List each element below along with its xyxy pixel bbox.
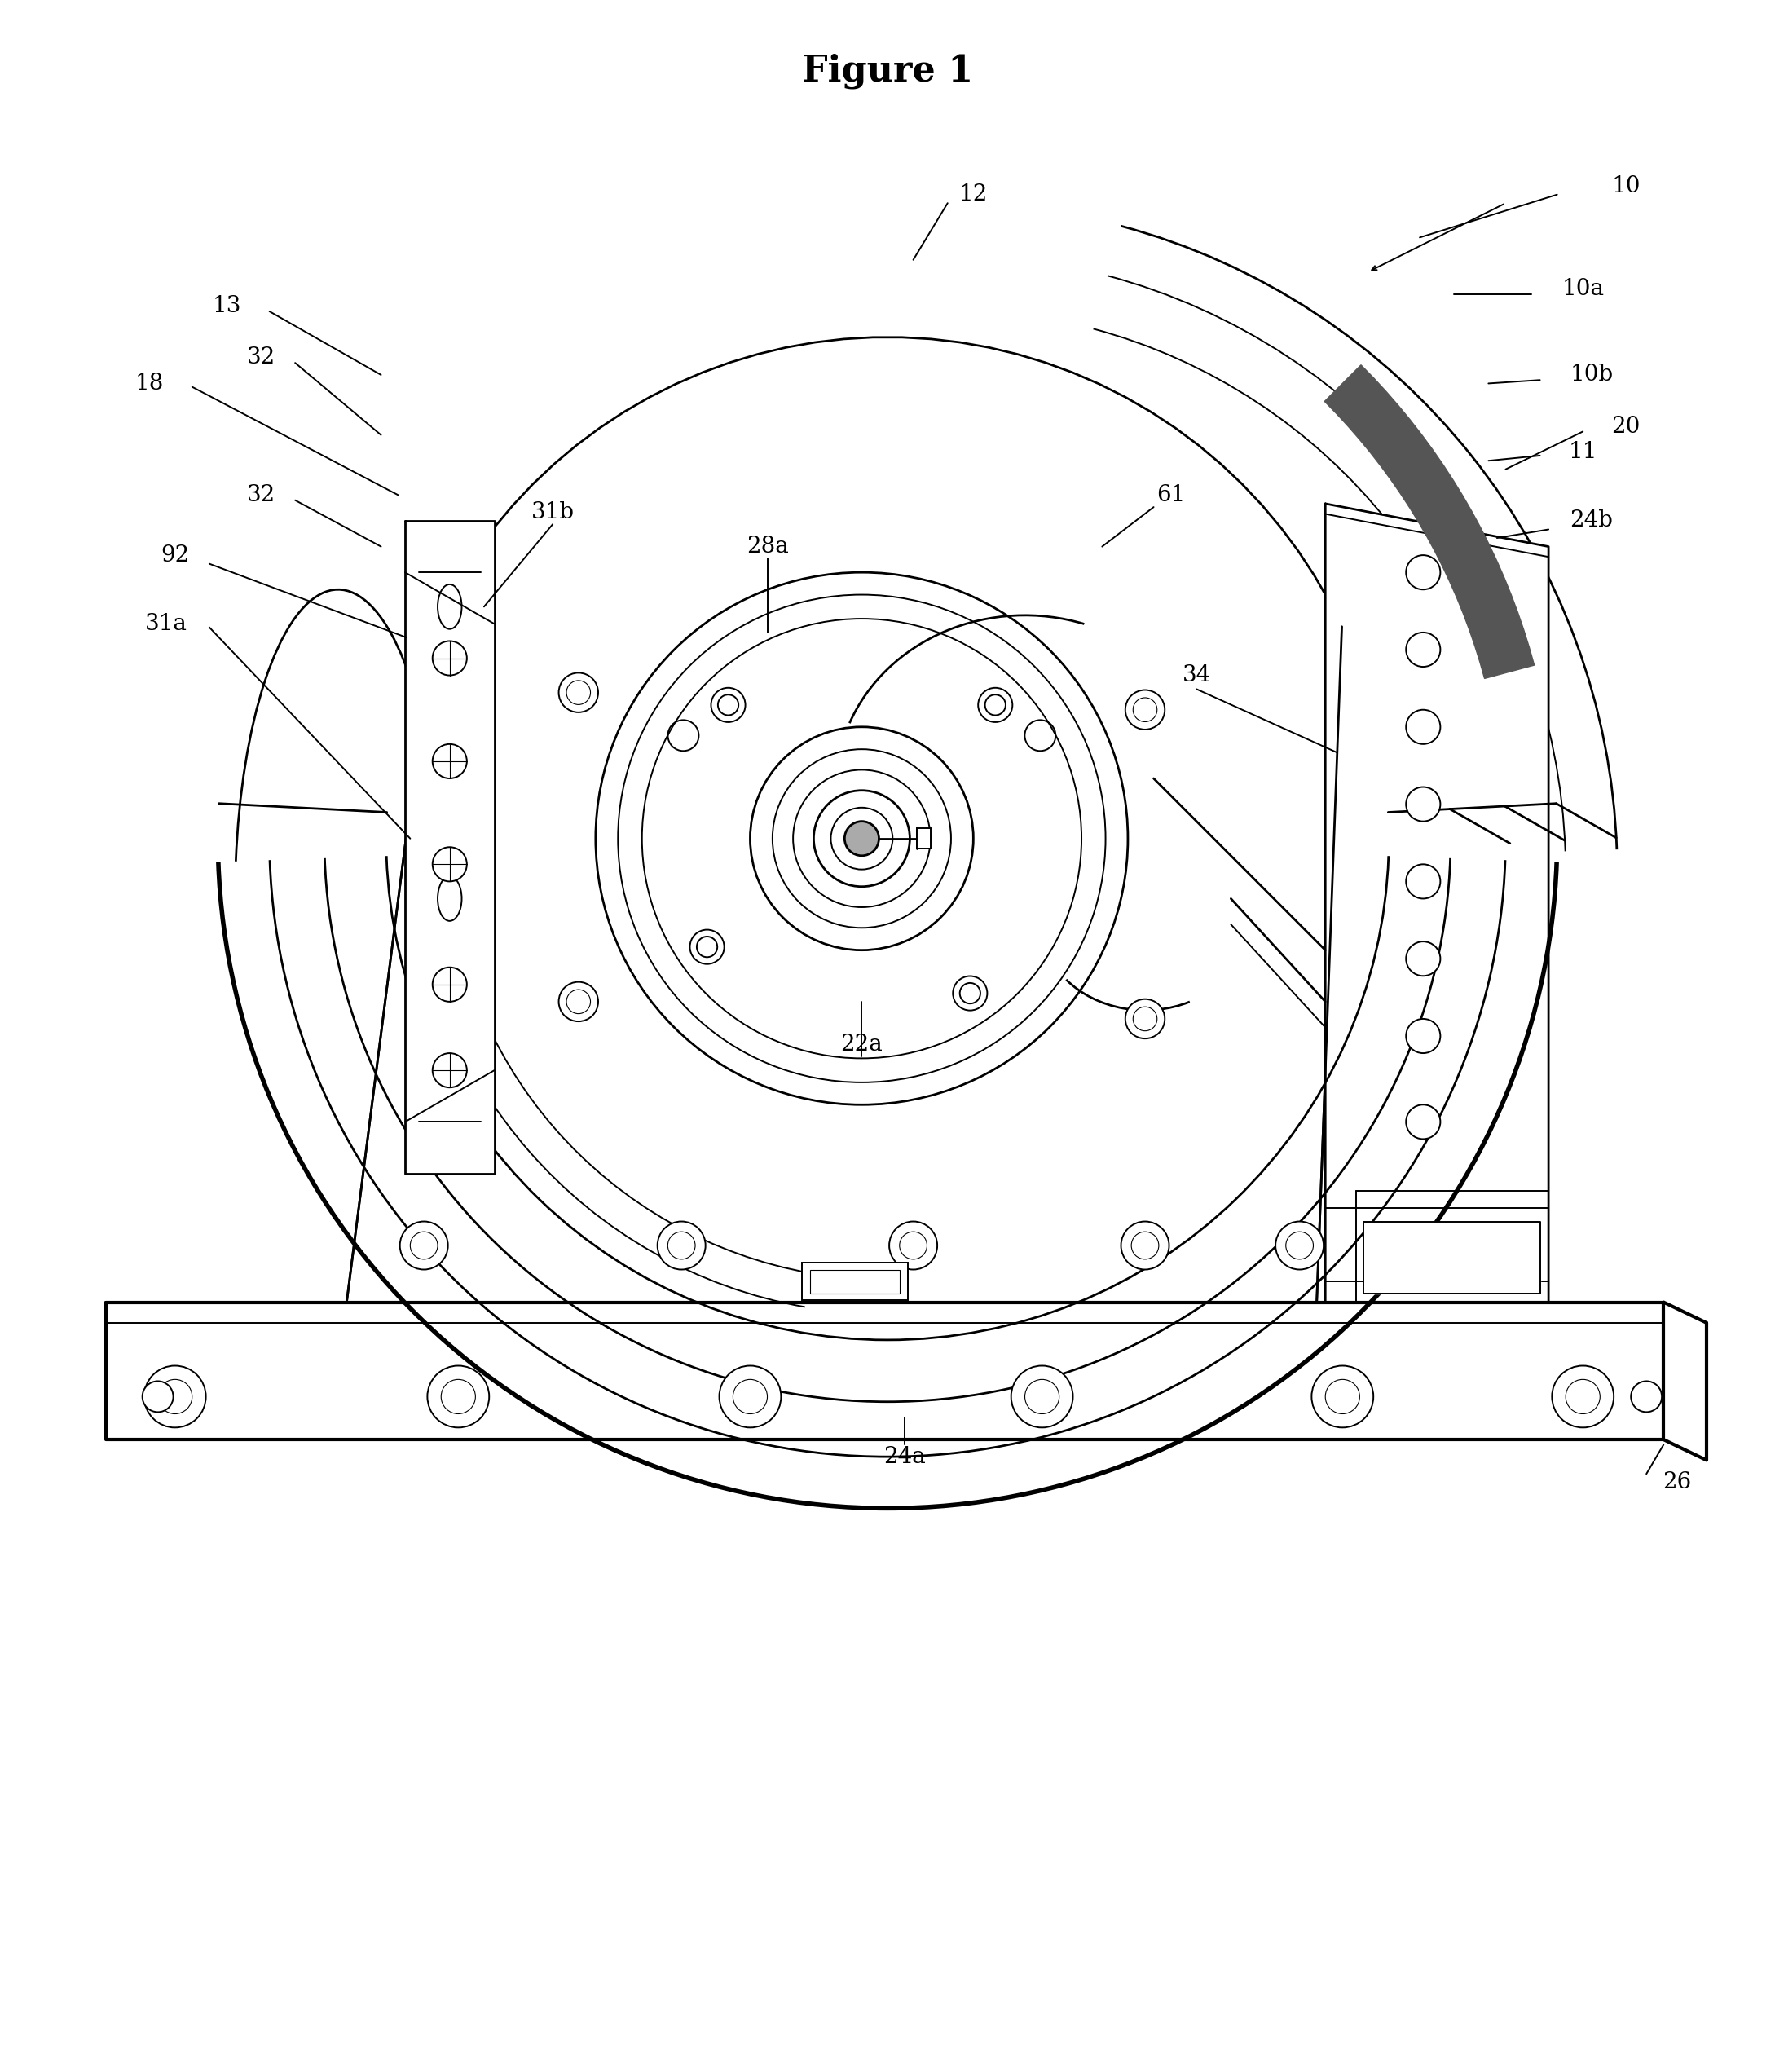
Circle shape <box>1122 1222 1170 1270</box>
Circle shape <box>1631 1382 1661 1413</box>
Polygon shape <box>346 338 1342 1301</box>
Circle shape <box>142 1382 174 1413</box>
Circle shape <box>559 982 598 1021</box>
Circle shape <box>1551 1365 1613 1428</box>
Circle shape <box>1406 1104 1440 1140</box>
Circle shape <box>657 1222 705 1270</box>
Circle shape <box>751 727 973 951</box>
Text: 13: 13 <box>211 294 241 317</box>
Circle shape <box>433 1053 467 1088</box>
Circle shape <box>953 976 987 1011</box>
Text: 11: 11 <box>1569 441 1598 464</box>
Circle shape <box>1406 1019 1440 1053</box>
Text: 24b: 24b <box>1569 510 1613 533</box>
Circle shape <box>1406 864 1440 899</box>
Text: 32: 32 <box>247 346 275 369</box>
Circle shape <box>1276 1222 1324 1270</box>
Circle shape <box>399 1222 447 1270</box>
Circle shape <box>1406 787 1440 821</box>
Text: 20: 20 <box>1612 414 1640 437</box>
Text: Figure 1: Figure 1 <box>802 54 973 89</box>
Circle shape <box>1312 1365 1374 1428</box>
Text: 10a: 10a <box>1562 278 1605 300</box>
Polygon shape <box>1324 365 1534 678</box>
Polygon shape <box>1363 1222 1541 1293</box>
Circle shape <box>889 1222 937 1270</box>
Circle shape <box>1406 555 1440 591</box>
Circle shape <box>712 688 746 723</box>
Text: 32: 32 <box>247 485 275 506</box>
Circle shape <box>845 821 879 856</box>
Circle shape <box>1012 1365 1072 1428</box>
Circle shape <box>978 688 1012 723</box>
Text: 12: 12 <box>959 184 987 205</box>
Text: 31a: 31a <box>146 613 188 634</box>
Text: 31b: 31b <box>531 501 575 524</box>
Circle shape <box>144 1365 206 1428</box>
Text: 92: 92 <box>160 545 190 566</box>
Circle shape <box>433 847 467 881</box>
Text: 10b: 10b <box>1569 365 1613 385</box>
Circle shape <box>1406 941 1440 976</box>
Circle shape <box>433 744 467 779</box>
Circle shape <box>559 673 598 713</box>
Polygon shape <box>405 520 493 1173</box>
Circle shape <box>428 1365 490 1428</box>
Text: 24a: 24a <box>884 1446 927 1467</box>
Text: 22a: 22a <box>841 1034 882 1055</box>
Text: 18: 18 <box>135 373 163 394</box>
Circle shape <box>596 572 1127 1104</box>
Circle shape <box>813 789 911 887</box>
Circle shape <box>1406 711 1440 744</box>
Circle shape <box>1406 632 1440 667</box>
Text: 61: 61 <box>1156 485 1186 506</box>
Polygon shape <box>1326 503 1548 1301</box>
Text: 26: 26 <box>1663 1471 1692 1494</box>
Text: 34: 34 <box>1182 665 1211 686</box>
Circle shape <box>1125 999 1164 1038</box>
Circle shape <box>1125 690 1164 729</box>
Text: 10: 10 <box>1612 174 1640 197</box>
Circle shape <box>690 930 724 963</box>
Polygon shape <box>106 1301 1663 1440</box>
Circle shape <box>433 968 467 1001</box>
Bar <box>802 1262 909 1301</box>
Bar <box>809 1270 900 1293</box>
Text: 28a: 28a <box>746 535 788 557</box>
Circle shape <box>433 640 467 675</box>
Bar <box>916 829 930 850</box>
Circle shape <box>719 1365 781 1428</box>
